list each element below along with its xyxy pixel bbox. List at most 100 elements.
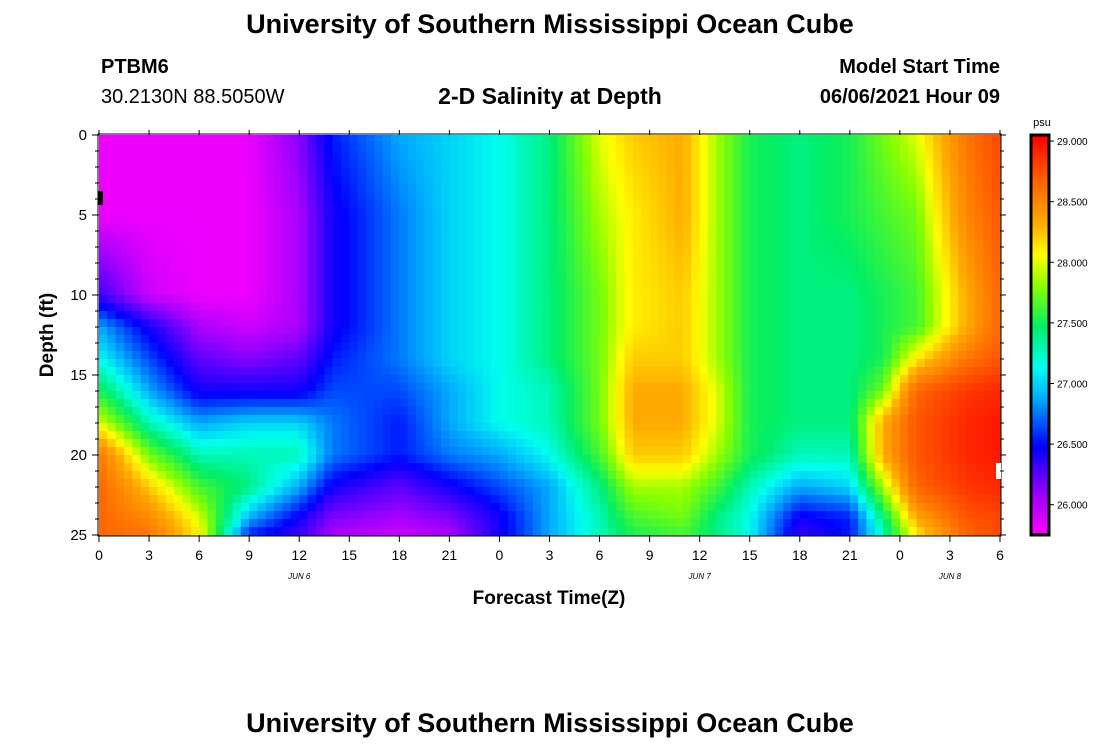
- heatmap-cell: [224, 223, 234, 232]
- heatmap-cell: [824, 295, 834, 304]
- heatmap-cell: [716, 431, 726, 440]
- heatmap-cell: [741, 335, 751, 344]
- heatmap-cell: [766, 343, 776, 352]
- heatmap-cell: [682, 255, 692, 264]
- heatmap-cell: [240, 151, 250, 160]
- heatmap-cell: [182, 247, 192, 256]
- heatmap-cell: [574, 247, 584, 256]
- heatmap-cell: [749, 463, 759, 472]
- heatmap-cell: [874, 287, 884, 296]
- heatmap-cell: [299, 143, 309, 152]
- heatmap-cell: [649, 143, 659, 152]
- heatmap-cell: [574, 527, 584, 536]
- heatmap-cell: [265, 359, 275, 368]
- heatmap-cell: [541, 319, 551, 328]
- heatmap-cell: [99, 191, 108, 200]
- heatmap-cell: [691, 191, 701, 200]
- heatmap-cell: [290, 431, 300, 440]
- heatmap-cell: [349, 367, 359, 376]
- heatmap-cell: [899, 455, 909, 464]
- heatmap-cell: [457, 151, 467, 160]
- heatmap-cell: [424, 327, 434, 336]
- heatmap-cell: [374, 439, 384, 448]
- heatmap-cell: [749, 311, 759, 320]
- heatmap-cell: [607, 495, 617, 504]
- heatmap-cell: [591, 167, 601, 176]
- heatmap-cell: [724, 375, 734, 384]
- heatmap-cell: [441, 151, 450, 160]
- heatmap-cell: [274, 391, 284, 400]
- heatmap-cell: [265, 335, 275, 344]
- heatmap-cell: [632, 479, 642, 488]
- heatmap-cell: [733, 511, 742, 520]
- heatmap-cell: [841, 183, 851, 192]
- heatmap-cell: [499, 511, 509, 520]
- heatmap-cell: [432, 527, 442, 536]
- heatmap-cell: [132, 375, 142, 384]
- heatmap-cell: [232, 463, 242, 472]
- heatmap-cell: [215, 303, 225, 312]
- heatmap-cell: [733, 351, 742, 360]
- heatmap-cell: [165, 407, 175, 416]
- heatmap-cell: [115, 519, 125, 528]
- heatmap-cell: [899, 383, 909, 392]
- heatmap-cell: [849, 375, 859, 384]
- heatmap-cell: [908, 295, 918, 304]
- heatmap-cell: [182, 519, 192, 528]
- heatmap-cell: [574, 367, 584, 376]
- heatmap-cell: [215, 503, 225, 512]
- heatmap-cell: [215, 167, 225, 176]
- heatmap-cell: [674, 287, 684, 296]
- heatmap-cell: [766, 487, 776, 496]
- heatmap-cell: [908, 407, 918, 416]
- heatmap-cell: [708, 415, 717, 424]
- heatmap-cell: [365, 455, 375, 464]
- heatmap-cell: [491, 223, 501, 232]
- heatmap-cell: [549, 503, 559, 512]
- heatmap-cell: [257, 519, 267, 528]
- heatmap-cell: [215, 519, 225, 528]
- heatmap-cell: [649, 311, 659, 320]
- heatmap-cell: [624, 383, 634, 392]
- heatmap-cell: [758, 175, 767, 184]
- heatmap-cell: [866, 471, 876, 480]
- heatmap-cell: [733, 223, 742, 232]
- heatmap-cell: [916, 415, 926, 424]
- heatmap-cell: [632, 383, 642, 392]
- heatmap-cell: [416, 271, 425, 280]
- heatmap-cell: [833, 343, 843, 352]
- heatmap-cell: [265, 183, 275, 192]
- heatmap-cell: [290, 527, 300, 536]
- heatmap-cell: [457, 423, 467, 432]
- heatmap-cell: [107, 407, 117, 416]
- heatmap-cell: [599, 471, 609, 480]
- heatmap-cell: [240, 295, 250, 304]
- heatmap-cell: [833, 271, 843, 280]
- heatmap-cell: [340, 455, 350, 464]
- heatmap-cell: [165, 215, 175, 224]
- heatmap-cell: [199, 399, 209, 408]
- heatmap-cell: [708, 231, 717, 240]
- heatmap-cell: [682, 343, 692, 352]
- heatmap-cell: [883, 135, 893, 144]
- heatmap-cell: [749, 335, 759, 344]
- heatmap-cell: [808, 415, 818, 424]
- heatmap-cell: [783, 287, 793, 296]
- heatmap-cell: [874, 391, 884, 400]
- heatmap-cell: [833, 423, 843, 432]
- heatmap-cell: [824, 199, 834, 208]
- heatmap-cell: [674, 359, 684, 368]
- heatmap-cell: [824, 143, 834, 152]
- heatmap-cell: [390, 279, 400, 288]
- heatmap-cell: [207, 135, 217, 144]
- heatmap-cell: [591, 319, 601, 328]
- heatmap-cell: [307, 239, 317, 248]
- heatmap-cell: [199, 319, 209, 328]
- heatmap-cell: [874, 247, 884, 256]
- heatmap-cell: [449, 335, 459, 344]
- heatmap-cell: [549, 239, 559, 248]
- heatmap-cell: [766, 175, 776, 184]
- heatmap-cell: [157, 191, 167, 200]
- heatmap-cell: [549, 335, 559, 344]
- heatmap-cell: [215, 255, 225, 264]
